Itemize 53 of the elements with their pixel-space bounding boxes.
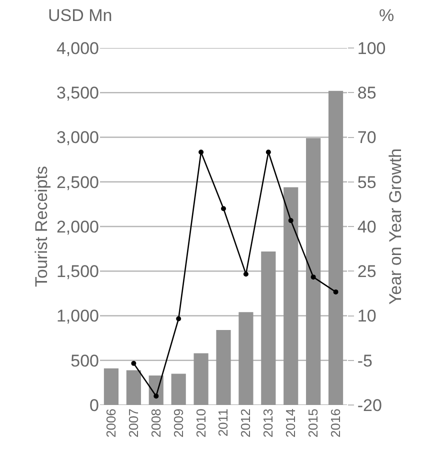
bar [216, 330, 231, 405]
y-tick-label: 0 [90, 396, 99, 415]
bar [194, 353, 208, 405]
point [333, 289, 338, 294]
y2-tick-label: -20 [357, 396, 382, 415]
y-tick-label: 1,000 [56, 306, 99, 326]
x-tick-label: 2012 [238, 408, 254, 438]
point [266, 150, 271, 155]
point [221, 206, 226, 212]
y-axis-title: Tourist Receipts [32, 166, 52, 287]
x-tick-label: 2013 [260, 408, 276, 438]
bar [328, 90, 344, 405]
x-tick-label: 2010 [193, 408, 208, 438]
bar [238, 312, 254, 405]
x-tick-label: 2009 [170, 408, 186, 438]
x-tick-label: 2007 [126, 408, 141, 438]
y2-tick-label: 25 [357, 262, 376, 282]
y2-tick-label: 40 [357, 217, 376, 236]
chart-title: USD Mn [48, 6, 112, 25]
y-tick-label: 1,500 [56, 262, 99, 282]
y2-tick-label: 70 [357, 128, 376, 148]
y2-tick-label: 85 [357, 84, 376, 103]
y-tick-label: 500 [70, 351, 99, 370]
y2-tick-label: -5 [357, 351, 373, 370]
y-tick-label: 2,000 [56, 217, 99, 236]
point [198, 150, 204, 155]
x-tick-label: 2008 [148, 408, 164, 438]
point [243, 272, 248, 277]
text: % [379, 6, 394, 25]
y-tick-label: 3,000 [56, 128, 99, 148]
bar [261, 251, 276, 405]
x-tick-label: 2011 [216, 408, 231, 437]
y2-tick-label: 55 [357, 172, 376, 192]
point [288, 218, 294, 224]
point [154, 394, 159, 399]
point [176, 316, 182, 322]
y-tick-label: 2,500 [56, 172, 99, 192]
bar [126, 370, 141, 405]
x-tick-label: 2016 [328, 408, 343, 438]
bar [104, 368, 119, 405]
point [310, 274, 316, 280]
y2-tick-label: 10 [357, 306, 376, 326]
x-tick-label: 2014 [283, 408, 298, 438]
y2-tick-label: 100 [357, 38, 386, 58]
y-tick-label: 3,500 [56, 84, 99, 103]
y-tick-label: 4,000 [56, 38, 99, 58]
x-tick-label: 2006 [103, 408, 118, 438]
bar [284, 187, 298, 405]
point [131, 360, 136, 366]
x-tick-label: 2015 [306, 408, 321, 438]
bar [171, 374, 186, 405]
y2-axis-title: Year on Year Growth [386, 148, 406, 305]
bar [306, 138, 321, 405]
